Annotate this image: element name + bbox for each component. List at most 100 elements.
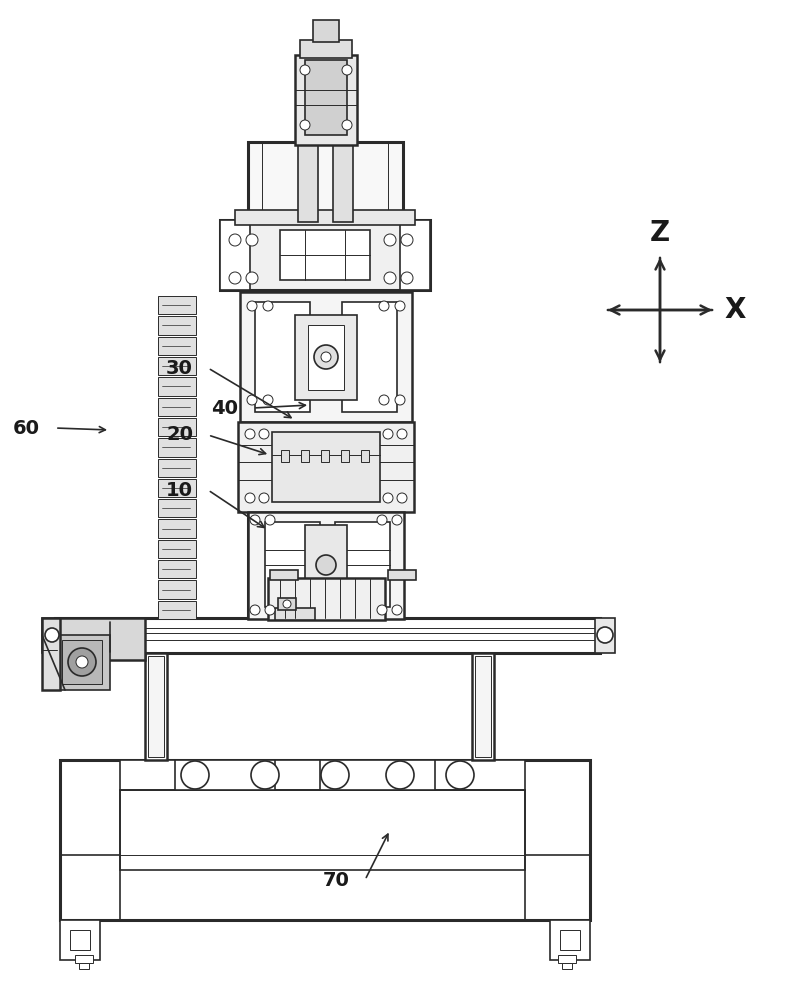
Circle shape bbox=[384, 272, 396, 284]
Bar bbox=[60, 920, 100, 960]
Circle shape bbox=[377, 515, 387, 525]
Circle shape bbox=[259, 493, 269, 503]
Circle shape bbox=[392, 605, 402, 615]
Text: Z: Z bbox=[650, 219, 670, 247]
Circle shape bbox=[247, 301, 257, 311]
Circle shape bbox=[446, 761, 474, 789]
Bar bbox=[562, 963, 572, 969]
Text: 30: 30 bbox=[166, 359, 193, 377]
Bar bbox=[60, 760, 590, 920]
Bar bbox=[158, 398, 196, 416]
Bar bbox=[145, 653, 167, 760]
Bar bbox=[238, 422, 414, 512]
Circle shape bbox=[321, 761, 349, 789]
Bar bbox=[280, 230, 370, 280]
Circle shape bbox=[247, 395, 257, 405]
Circle shape bbox=[401, 272, 413, 284]
Bar bbox=[148, 656, 164, 757]
Circle shape bbox=[383, 429, 393, 439]
Circle shape bbox=[246, 234, 258, 246]
Bar bbox=[272, 432, 380, 502]
Circle shape bbox=[379, 301, 389, 311]
Bar bbox=[308, 325, 344, 390]
Bar bbox=[472, 653, 494, 760]
Circle shape bbox=[392, 515, 402, 525]
Bar bbox=[75, 955, 93, 963]
Circle shape bbox=[76, 656, 88, 668]
Bar bbox=[341, 450, 349, 462]
Bar bbox=[158, 316, 196, 335]
Circle shape bbox=[245, 429, 255, 439]
Bar bbox=[278, 598, 296, 610]
Bar bbox=[270, 570, 298, 580]
Bar bbox=[79, 963, 89, 969]
Bar bbox=[158, 601, 196, 619]
Bar bbox=[240, 292, 412, 422]
Bar bbox=[295, 315, 357, 400]
Bar bbox=[120, 790, 525, 870]
Circle shape bbox=[263, 395, 273, 405]
Bar bbox=[342, 302, 397, 412]
Bar bbox=[305, 60, 347, 135]
Bar bbox=[58, 635, 110, 690]
Bar bbox=[265, 522, 320, 607]
Circle shape bbox=[397, 429, 407, 439]
Bar bbox=[595, 618, 615, 653]
Bar bbox=[62, 640, 102, 684]
Text: 40: 40 bbox=[211, 398, 238, 418]
Circle shape bbox=[250, 515, 260, 525]
Bar bbox=[281, 450, 289, 462]
Circle shape bbox=[379, 395, 389, 405]
Circle shape bbox=[377, 605, 387, 615]
Bar bbox=[248, 512, 404, 619]
Bar bbox=[158, 479, 196, 497]
Bar bbox=[158, 580, 196, 599]
Circle shape bbox=[395, 395, 405, 405]
Bar bbox=[321, 450, 329, 462]
Circle shape bbox=[283, 600, 291, 608]
Bar bbox=[388, 570, 416, 580]
Bar bbox=[158, 458, 196, 477]
Circle shape bbox=[265, 515, 275, 525]
Circle shape bbox=[45, 628, 59, 642]
Circle shape bbox=[265, 605, 275, 615]
Circle shape bbox=[401, 234, 413, 246]
Bar bbox=[57, 618, 145, 660]
Bar bbox=[55, 618, 600, 653]
Bar bbox=[255, 302, 310, 412]
Bar bbox=[42, 618, 60, 690]
Bar bbox=[158, 438, 196, 456]
Bar bbox=[335, 522, 390, 607]
Text: 70: 70 bbox=[323, 870, 350, 890]
Circle shape bbox=[251, 761, 279, 789]
Bar bbox=[220, 220, 430, 290]
Bar bbox=[298, 142, 318, 222]
Circle shape bbox=[321, 352, 331, 362]
Bar bbox=[295, 55, 357, 145]
Circle shape bbox=[263, 301, 273, 311]
Bar bbox=[475, 656, 491, 757]
Circle shape bbox=[181, 761, 209, 789]
Bar bbox=[158, 337, 196, 355]
Circle shape bbox=[229, 272, 241, 284]
Bar bbox=[158, 418, 196, 436]
Circle shape bbox=[300, 65, 310, 75]
Bar bbox=[400, 220, 430, 290]
Bar bbox=[301, 450, 309, 462]
Bar bbox=[70, 930, 90, 950]
Bar bbox=[175, 760, 275, 790]
Circle shape bbox=[246, 272, 258, 284]
Bar bbox=[158, 296, 196, 314]
Bar bbox=[220, 220, 250, 290]
Circle shape bbox=[383, 493, 393, 503]
Circle shape bbox=[68, 648, 96, 676]
Circle shape bbox=[384, 234, 396, 246]
Text: 20: 20 bbox=[166, 426, 193, 444]
Bar bbox=[158, 540, 196, 558]
Bar bbox=[300, 40, 352, 58]
Circle shape bbox=[342, 120, 352, 130]
Circle shape bbox=[395, 301, 405, 311]
Bar bbox=[158, 560, 196, 578]
Bar bbox=[313, 20, 339, 42]
Circle shape bbox=[397, 493, 407, 503]
